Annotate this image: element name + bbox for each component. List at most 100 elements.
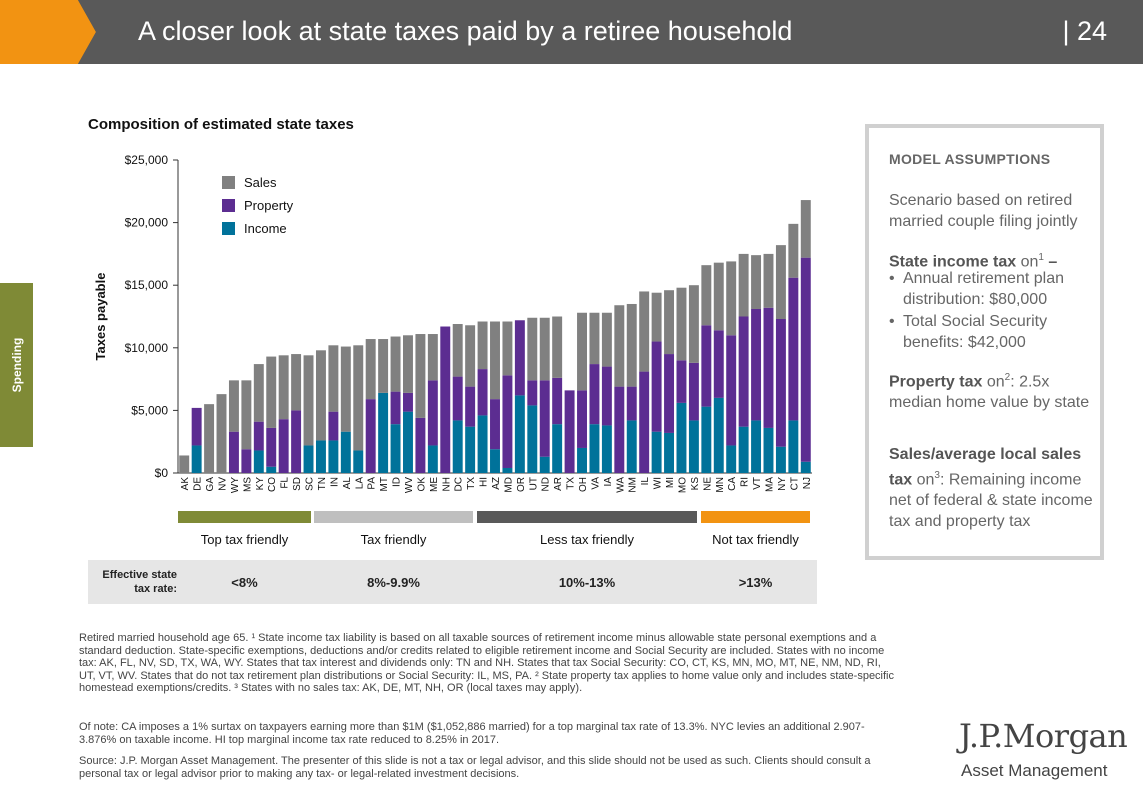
- bar-income-CA: [726, 445, 737, 473]
- bar-sales-ID: [390, 336, 401, 392]
- bar-sales-AL: [340, 346, 351, 432]
- bar-income-DE: [191, 445, 202, 473]
- bar-income-ME: [427, 445, 438, 473]
- bar-property-MO: [676, 360, 687, 403]
- x-tick-label: NJ: [802, 477, 813, 489]
- bar-income-MO: [676, 402, 687, 473]
- property-label: Property tax: [889, 373, 983, 391]
- bar-property-CT: [788, 277, 799, 421]
- bar-property-PA: [365, 399, 376, 473]
- x-tick-label: TN: [317, 477, 328, 490]
- x-tick-label: WI: [653, 477, 664, 489]
- tier-bar-less: [477, 511, 697, 523]
- bar-sales-AR: [552, 316, 563, 378]
- x-tick-label: WA: [615, 477, 626, 493]
- bar-income-RI: [738, 426, 749, 473]
- y-tick-label: $0: [155, 466, 169, 480]
- bar-property-DE: [191, 407, 202, 446]
- bar-sales-MO: [676, 287, 687, 361]
- x-tick-label: SD: [292, 477, 303, 491]
- stacked-bar-chart: $0 $5,000 $10,000 $15,000 $20,000 $25,000 Taxe…: [93, 153, 813, 493]
- bar-property-TX: [465, 386, 476, 427]
- property-tail: : 2.5x median home value by state: [889, 373, 1090, 412]
- rate-less: 10%-13%: [558, 575, 616, 590]
- bar-sales-WA: [614, 305, 625, 387]
- bar-income-VA: [589, 424, 600, 473]
- bar-sales-ND: [539, 317, 550, 381]
- income-label: State income tax: [889, 253, 1017, 271]
- bar-sales-MI: [664, 290, 675, 355]
- x-tick-label: ND: [541, 477, 552, 491]
- bar-sales-FL: [278, 355, 289, 420]
- assumptions-income: State income tax on1 –: [889, 247, 1094, 272]
- effective-rate-header-line2: tax rate:: [134, 583, 177, 595]
- y-tick-label: $10,000: [125, 341, 169, 355]
- bar-income-SC: [303, 445, 314, 473]
- bar-sales-MS: [241, 380, 252, 450]
- bar-property-AR: [552, 377, 563, 425]
- x-tick-label: DC: [454, 477, 465, 491]
- effective-rate-header-line1: Effective state: [102, 569, 177, 581]
- x-tick-label: NM: [628, 477, 639, 493]
- x-tick-label: AR: [553, 477, 564, 491]
- bar-sales-GA: [204, 404, 215, 473]
- sales-label: Sales/average local sales tax: [889, 446, 1082, 489]
- tier-label-top: Top tax friendly: [200, 532, 289, 547]
- bar-property-VT: [751, 308, 762, 421]
- bar-sales-RI: [738, 253, 749, 317]
- bar-property-SD: [291, 410, 302, 473]
- bar-income-MI: [664, 432, 675, 473]
- assumptions-sales: Sales/average local sales tax on3: Remai…: [889, 444, 1094, 532]
- bar-sales-CA: [726, 261, 737, 336]
- x-tick-label: SC: [305, 477, 316, 491]
- x-tick-label: MD: [503, 477, 514, 493]
- x-tick-label: MS: [242, 477, 253, 492]
- tier-bar-top: [178, 511, 311, 523]
- section-tab[interactable]: Spending: [0, 283, 33, 447]
- x-tick-label: KS: [690, 477, 701, 491]
- bar-sales-IA: [601, 312, 612, 367]
- income-suffix: on: [1016, 253, 1039, 271]
- x-tick-label: MO: [677, 477, 688, 493]
- bar-property-NH: [440, 326, 451, 473]
- bar-property-IL: [639, 371, 650, 473]
- bar-sales-CT: [788, 223, 799, 278]
- bar-sales-DC: [452, 324, 463, 377]
- bar-property-WY: [228, 431, 239, 473]
- x-tick-label: CO: [267, 477, 278, 492]
- bar-property-ID: [390, 391, 401, 425]
- assumptions-bullet-social-security: Total Social Security benefits: $42,000: [889, 311, 1093, 353]
- bar-income-NY: [775, 446, 786, 473]
- bar-sales-WY: [228, 380, 239, 432]
- bar-income-KS: [688, 420, 699, 473]
- bar-property-CO: [266, 427, 277, 467]
- bar-property-NE: [701, 325, 712, 407]
- x-tick-label: IL: [640, 477, 651, 486]
- bar-income-OH: [577, 447, 587, 473]
- x-tick-label: KY: [255, 477, 266, 491]
- bar-property-MD: [502, 375, 513, 468]
- bar-income-MT: [378, 392, 389, 473]
- x-tick-label: UT: [528, 477, 539, 490]
- effective-rate-header: Effective state tax rate:: [95, 568, 177, 596]
- legend-label-income: Income: [244, 221, 287, 236]
- tier-label-not: Not tax friendly: [712, 532, 799, 547]
- bar-income-NM: [626, 420, 637, 473]
- legend-label-sales: Sales: [244, 175, 277, 190]
- bar-income-ID: [390, 424, 401, 473]
- tier-label-less: Less tax friendly: [540, 532, 634, 547]
- bar-property-OH: [577, 390, 587, 448]
- x-tick-label: TX: [566, 477, 577, 490]
- legend-swatch-income: [222, 222, 235, 235]
- bar-property-DC: [452, 376, 463, 421]
- x-tick-label: ID: [392, 477, 403, 487]
- x-tick-label: OH: [578, 477, 589, 492]
- page-title: A closer look at state taxes paid by a r…: [138, 16, 793, 46]
- page-number: | 24: [1062, 16, 1107, 46]
- x-tick-label: NV: [218, 477, 229, 491]
- chart-title: Composition of estimated state taxes: [88, 116, 354, 133]
- x-tick-label: AZ: [491, 477, 502, 490]
- bar-sales-KY: [253, 364, 264, 422]
- bar-sales-HI: [477, 321, 488, 370]
- bar-sales-MA: [763, 253, 774, 308]
